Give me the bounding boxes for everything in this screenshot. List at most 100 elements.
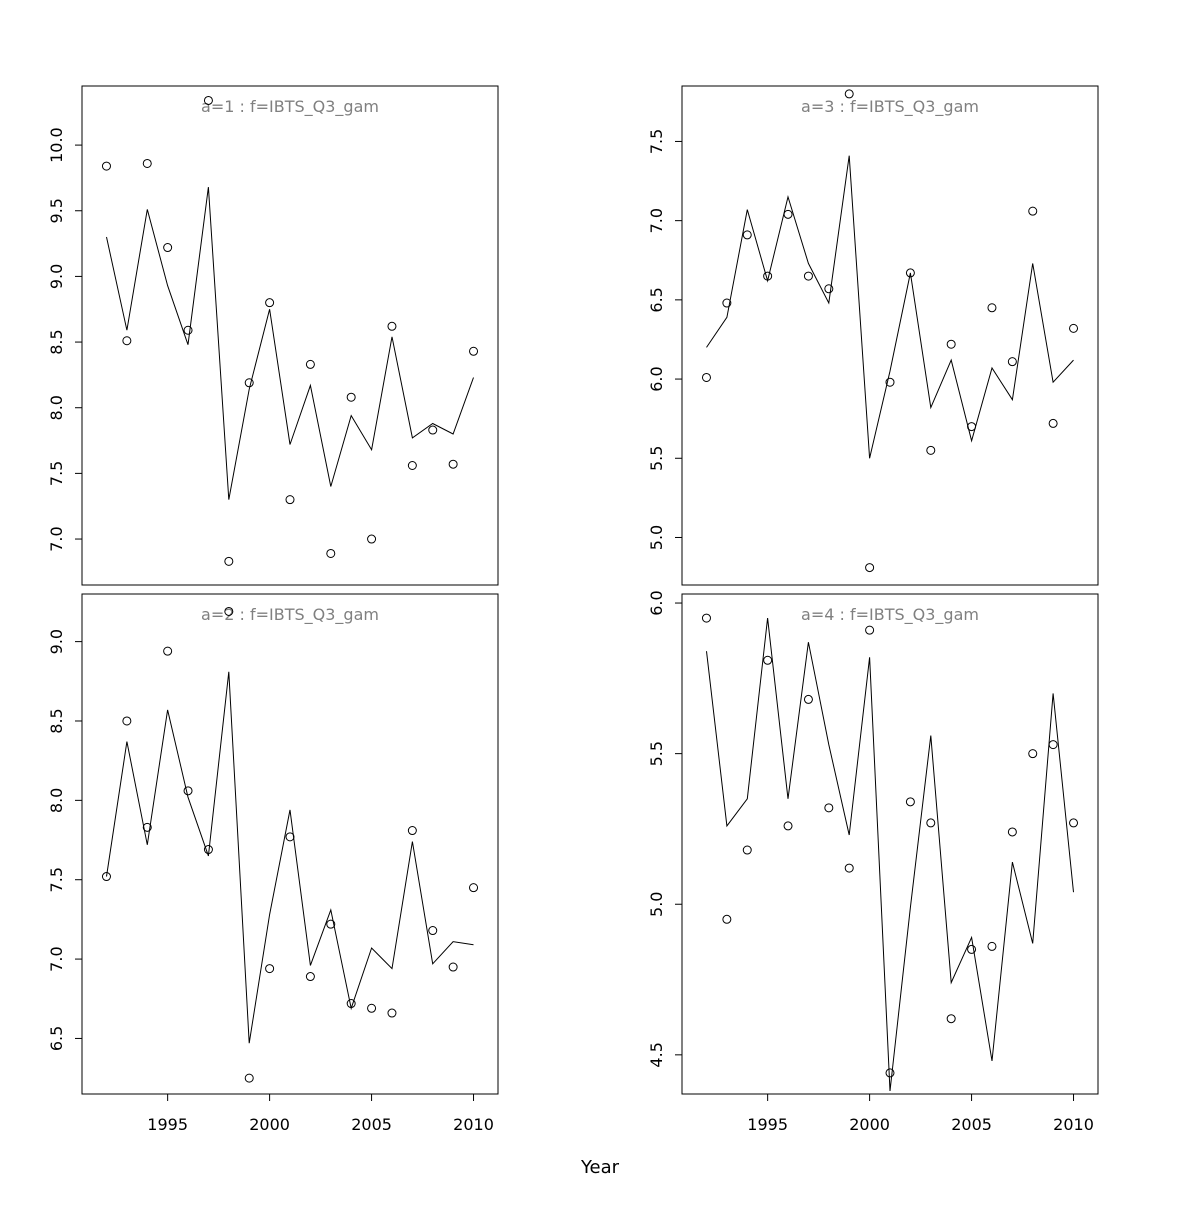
data-point [285, 495, 295, 505]
x-tick-label: 2005 [951, 1115, 992, 1134]
y-tick-label: 8.0 [47, 788, 66, 813]
data-point [183, 786, 193, 796]
data-point [326, 548, 336, 558]
data-point [1048, 740, 1058, 750]
y-tick-label: 5.5 [647, 446, 666, 471]
x-tick-label: 2010 [1053, 1115, 1094, 1134]
data-point [367, 1003, 377, 1013]
data-point [142, 158, 152, 168]
x-tick-label: 2010 [453, 1115, 494, 1134]
data-point [1028, 749, 1038, 759]
data-point [865, 625, 875, 635]
y-tick-label: 6.0 [647, 590, 666, 615]
data-point [905, 797, 915, 807]
data-point [763, 655, 773, 665]
data-point [1028, 206, 1038, 216]
data-point [122, 336, 132, 346]
y-tick-label: 5.5 [647, 741, 666, 766]
data-layer [101, 95, 479, 566]
data-point [1007, 357, 1017, 367]
data-layer [701, 613, 1079, 1092]
data-point [367, 534, 377, 544]
y-tick-label: 5.0 [647, 892, 666, 917]
y-tick-label: 6.5 [647, 287, 666, 312]
y-tick-label: 10.0 [47, 127, 66, 163]
data-point [122, 716, 132, 726]
y-tick-label: 9.0 [47, 264, 66, 289]
data-point [244, 1073, 254, 1083]
data-point [967, 944, 977, 954]
data-point [448, 459, 458, 469]
data-point [346, 392, 356, 402]
data-point [326, 919, 336, 929]
data-point [865, 563, 875, 573]
y-tick-label: 7.0 [47, 526, 66, 551]
y-tick-label: 4.5 [647, 1042, 666, 1067]
fitted-line [106, 671, 474, 1044]
data-point [224, 606, 234, 616]
fitted-line [706, 618, 1074, 1092]
data-point [163, 646, 173, 656]
plot-frame [81, 593, 499, 1095]
data-point [101, 872, 111, 882]
data-point [926, 445, 936, 455]
data-point [885, 1068, 895, 1078]
panel-title: a=3 : f=IBTS_Q3_gam [801, 97, 979, 117]
data-point [469, 346, 479, 356]
data-point [987, 941, 997, 951]
y-tick-label: 7.5 [47, 461, 66, 486]
data-point [142, 822, 152, 832]
data-point [742, 845, 752, 855]
plot-frame [81, 85, 499, 586]
data-point [844, 89, 854, 99]
data-point [803, 271, 813, 281]
chart-panel-4: a=4 : f=IBTS_Q3_gam 4.5 5.0 5.5 6.0 1995 2000 2… [647, 590, 1099, 1134]
y-tick-label: 7.5 [47, 867, 66, 892]
data-point [183, 325, 193, 335]
x-tick-label: 2000 [849, 1115, 890, 1134]
data-point [244, 378, 254, 388]
data-point [742, 230, 752, 240]
data-point [428, 425, 438, 435]
data-point [163, 243, 173, 253]
x-axis-title: Year [580, 1157, 620, 1178]
data-point [469, 883, 479, 893]
data-point [265, 964, 275, 974]
chart-panel-2: a=3 : f=IBTS_Q3_gam 5.0 5.5 6.0 6.5 7.0 7.5 [647, 85, 1099, 586]
data-layer [101, 606, 479, 1083]
y-tick-label: 7.0 [647, 208, 666, 233]
data-point [407, 826, 417, 836]
data-point [783, 821, 793, 831]
y-tick-label: 9.0 [47, 629, 66, 654]
data-point [722, 914, 732, 924]
x-tick-label: 1995 [147, 1115, 188, 1134]
data-point [946, 1014, 956, 1024]
data-point [824, 803, 834, 813]
panel-title: a=4 : f=IBTS_Q3_gam [801, 605, 979, 625]
data-point [305, 359, 315, 369]
fitted-line [106, 187, 474, 500]
y-tick-label: 7.5 [647, 129, 666, 154]
data-layer [701, 89, 1079, 573]
y-tick-label: 7.0 [47, 946, 66, 971]
data-point [1048, 418, 1058, 428]
chart-panel-1: a=1 : f=IBTS_Q3_gam 7.0 7.5 8.0 8.5 9.0 9.5 10.… [47, 85, 499, 586]
data-point [203, 95, 213, 105]
fitted-line [706, 155, 1074, 459]
y-tick-label: 8.5 [47, 329, 66, 354]
data-point [224, 556, 234, 566]
data-point [783, 209, 793, 219]
data-point [803, 694, 813, 704]
y-tick-label: 6.5 [47, 1026, 66, 1051]
data-point [824, 284, 834, 294]
data-point [1069, 323, 1079, 333]
data-point [701, 372, 711, 382]
panel-title: a=2 : f=IBTS_Q3_gam [201, 605, 379, 625]
data-point [101, 161, 111, 171]
plot-frame [681, 593, 1099, 1095]
data-point [387, 1008, 397, 1018]
y-tick-label: 5.0 [647, 525, 666, 550]
data-point [844, 863, 854, 873]
